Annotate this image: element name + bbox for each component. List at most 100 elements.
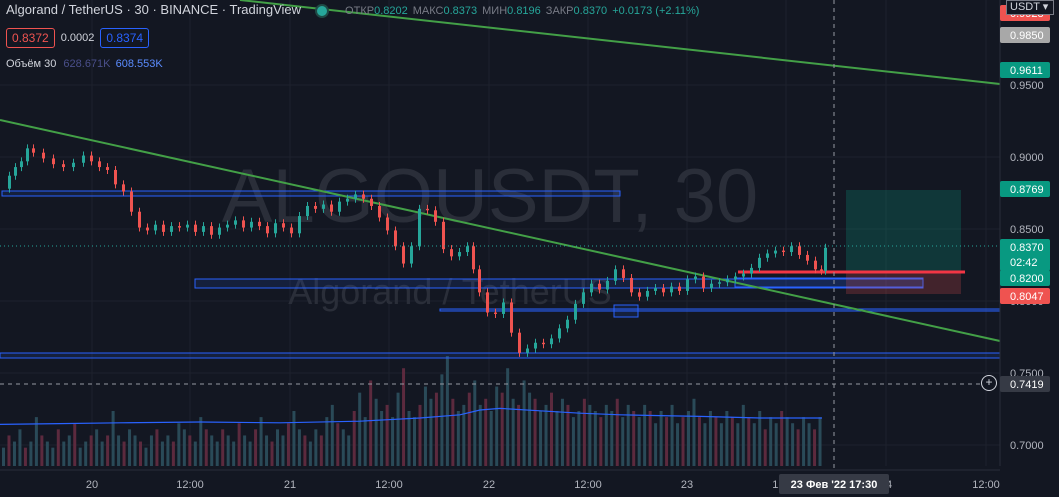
volume-bar — [73, 423, 77, 466]
y-tick-label: 0.8500 — [1010, 224, 1044, 236]
crosshair-time-text: 23 Фев '22 17:30 — [791, 479, 878, 491]
candle-body — [598, 283, 601, 290]
candle-body — [450, 249, 453, 257]
volume-bar — [429, 398, 433, 466]
price-label-text: 0.8200 — [1010, 273, 1044, 285]
volume-bar — [374, 398, 378, 466]
volume-bar — [117, 435, 121, 466]
candle-body — [486, 292, 489, 313]
candle-body — [202, 226, 205, 232]
x-tick-label: 21 — [284, 479, 296, 491]
candle-body — [824, 247, 827, 271]
candle-body — [314, 205, 317, 209]
volume-bar — [171, 441, 175, 466]
volume-bar — [571, 417, 575, 466]
volume-bar — [319, 435, 323, 466]
candle-body — [502, 302, 505, 314]
volume-bar — [204, 429, 208, 466]
candle-body — [418, 208, 421, 247]
volume-bar — [232, 441, 236, 466]
add-level-icon[interactable]: + — [981, 375, 997, 391]
spread-value: 0.0002 — [60, 32, 95, 44]
price-label-box — [1000, 239, 1050, 271]
volume-bar — [139, 441, 142, 466]
volume-bar — [155, 429, 159, 466]
volume-bar — [818, 417, 822, 466]
volume-bar — [517, 404, 521, 466]
volume-bar — [281, 435, 285, 466]
volume-bar — [456, 411, 460, 466]
sell-button[interactable]: 0.8372 — [6, 28, 55, 48]
candle-body — [566, 319, 569, 329]
volume-bar — [632, 411, 636, 466]
volume-bar — [413, 417, 416, 466]
volume-bar — [566, 404, 570, 466]
candle-body — [290, 227, 293, 234]
volume-bar — [610, 411, 614, 466]
candle-body — [234, 220, 237, 225]
volume-bar — [40, 435, 44, 466]
candle-body — [20, 161, 23, 168]
candle-body — [330, 204, 333, 212]
candle-body — [162, 224, 165, 232]
x-tick-label: 12:00 — [574, 479, 602, 491]
candle-body — [750, 267, 753, 274]
volume-bar — [286, 423, 290, 466]
volume-label: Объём 30 — [6, 58, 57, 70]
y-tick-label: 0.9500 — [1010, 80, 1044, 92]
volume-bar — [111, 411, 115, 466]
candle-body — [218, 227, 221, 235]
volume-bar — [489, 411, 493, 466]
volume-bar — [791, 423, 795, 466]
volume-bar — [303, 435, 307, 466]
volume-bar — [352, 411, 356, 466]
candle-body — [472, 246, 475, 270]
close-value: 0.8370 — [573, 5, 608, 17]
candle-body — [798, 246, 801, 255]
volume-bar — [560, 398, 564, 466]
volume-bar — [659, 411, 663, 466]
volume-bar — [539, 411, 543, 466]
volume-bar — [144, 447, 148, 466]
candle-body — [510, 302, 513, 333]
volume-bar — [128, 429, 132, 466]
volume-bar — [511, 398, 515, 466]
buy-button[interactable]: 0.8374 — [100, 28, 150, 48]
countdown-text: 02:42 — [1010, 257, 1038, 269]
price-label-text: 0.8370 — [1010, 242, 1044, 254]
candle-body — [654, 288, 657, 291]
candle-body — [42, 152, 45, 159]
volume-bar — [478, 404, 482, 466]
candle-body — [258, 221, 261, 227]
candle-body — [354, 194, 357, 199]
candle-body — [178, 226, 181, 228]
candle-body — [298, 216, 301, 234]
trendline-lower — [0, 119, 1001, 342]
volume-bar — [462, 404, 466, 466]
volume-ma-line — [0, 407, 822, 425]
symbol-title[interactable]: Algorand / TetherUS · 30 · BINANCE · Tra… — [6, 2, 302, 17]
volume-bar — [451, 398, 455, 466]
candle-body — [662, 288, 665, 293]
volume-bar — [440, 374, 444, 466]
volume-bar — [210, 435, 214, 466]
candle-body — [226, 224, 229, 228]
volume-bar — [226, 435, 230, 466]
volume-bar — [314, 429, 318, 466]
volume-bar — [708, 411, 712, 466]
crosshair-time-box — [779, 474, 889, 494]
volume-bar — [51, 447, 55, 466]
volume-bar — [221, 429, 225, 466]
volume-bar — [336, 423, 340, 466]
volume-bar — [2, 447, 5, 466]
volume-bar — [84, 441, 88, 466]
volume-bar — [177, 423, 181, 466]
volume-bar — [495, 386, 499, 466]
volume-bar — [467, 392, 471, 466]
volume-bar — [697, 417, 701, 466]
volume-bar — [407, 411, 411, 466]
currency-selector[interactable]: USDT ▾ — [1006, 0, 1054, 15]
volume-legend[interactable]: Объём 30 628.671K 608.553K — [6, 58, 163, 70]
volume-bar — [297, 429, 301, 466]
